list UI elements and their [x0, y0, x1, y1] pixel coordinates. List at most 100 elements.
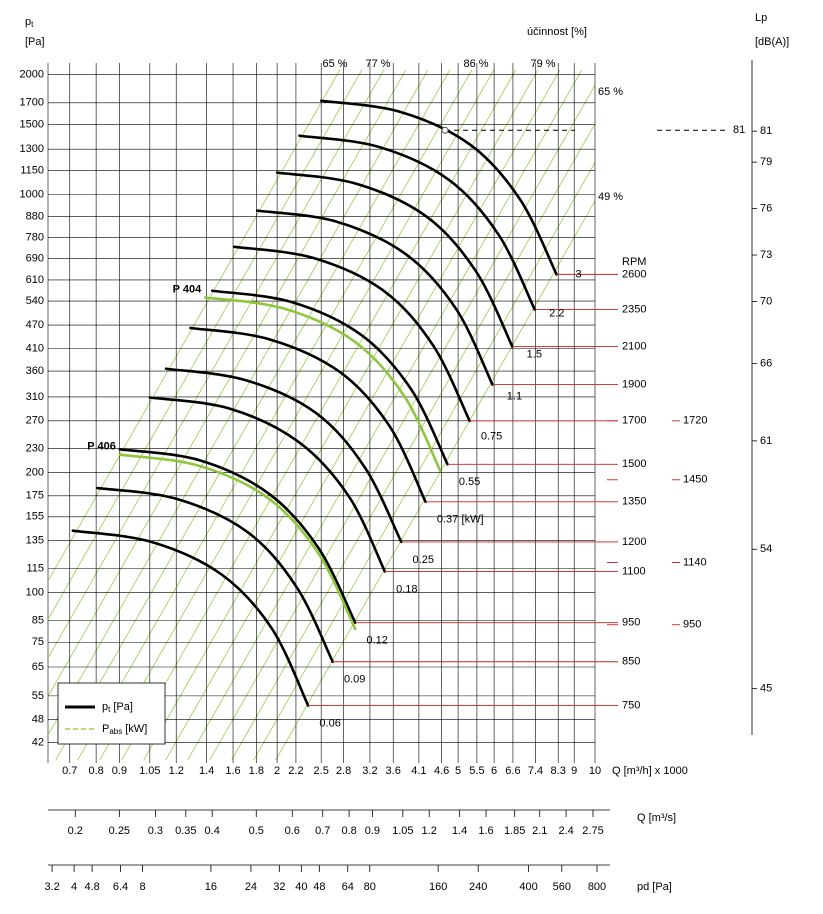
- legend-main: p: [102, 701, 108, 713]
- y-tick-label: 115: [26, 562, 44, 574]
- y-tick-label: 410: [26, 343, 44, 355]
- efficiency-label: 86 %: [463, 58, 488, 70]
- lp-title: Lp: [755, 12, 767, 24]
- rpm2-label: 1450: [683, 474, 707, 486]
- x-tick-label: 3.2: [362, 765, 377, 777]
- x2-tick-label: 0.2: [68, 825, 83, 837]
- x-tick-label: 5.5: [469, 765, 484, 777]
- x2-tick-label: 0.25: [109, 825, 130, 837]
- y-tick-label: 270: [26, 415, 44, 427]
- x-tick-label: 2.2: [288, 765, 303, 777]
- x2-tick-label: 0.4: [205, 825, 220, 837]
- x3-axis-label: pd [Pa]: [637, 881, 672, 893]
- fan-curve: [189, 326, 427, 504]
- fan-curve: [232, 245, 471, 423]
- lp-tick-label: 73: [760, 249, 772, 261]
- y-tick-label: 1500: [20, 118, 44, 130]
- x-tick-label: 2.5: [314, 765, 329, 777]
- x2-tick-label: 0.6: [285, 825, 300, 837]
- efficiency-line: [48, 70, 345, 760]
- x2-tick-label: 1.2: [422, 825, 437, 837]
- power-label: 0.25: [413, 554, 434, 566]
- power-label: 0.18: [396, 583, 417, 595]
- efficiency-label: 49 %: [598, 191, 623, 203]
- fan-curve: [96, 486, 334, 664]
- y-label-sub: t: [31, 20, 34, 29]
- y-tick-label: 540: [26, 295, 44, 307]
- rpm-label: 1350: [622, 496, 646, 508]
- x2-tick-label: 1.85: [504, 825, 525, 837]
- lp-tick-label: 79: [760, 156, 772, 168]
- lp-tick-label: 76: [760, 202, 772, 214]
- x-tick-label: 3.6: [386, 765, 401, 777]
- efficiency-line: [361, 70, 595, 760]
- x3-tick-label: 40: [295, 881, 307, 893]
- efficiency-line: [185, 70, 587, 760]
- y-tick-label: 65: [32, 661, 44, 673]
- lp-tick-label: 70: [760, 295, 772, 307]
- power-label: 2.2: [549, 307, 564, 319]
- y-axis-unit: [Pa]: [25, 36, 45, 48]
- fan-curve: [256, 209, 494, 386]
- fan-curve: [203, 296, 442, 473]
- efficiency-label: 77 %: [365, 58, 390, 70]
- y-tick-label: 1150: [20, 164, 44, 176]
- x-tick-label: 1.4: [199, 765, 214, 777]
- legend-unit: [kW]: [125, 723, 147, 735]
- efficiency-line: [383, 70, 595, 760]
- rpm-label: 1100: [622, 565, 646, 577]
- fan-curve: [164, 367, 403, 544]
- legend-sub: t: [108, 705, 111, 714]
- legend-label: Pabs [kW]: [102, 723, 147, 736]
- rpm-label: 1500: [622, 458, 646, 470]
- efficiency-line: [48, 70, 125, 760]
- x2-tick-label: 1.05: [392, 825, 413, 837]
- lp-tick-label: 45: [760, 683, 772, 695]
- efficiency-label: 65 %: [322, 58, 347, 70]
- legend-sub: abs: [109, 727, 122, 736]
- y-tick-label: 1700: [20, 97, 44, 109]
- power-label: 0.09: [344, 674, 365, 686]
- lp-tick-label: 66: [760, 357, 772, 369]
- efficiency-line: [537, 70, 595, 760]
- fan-curve: [298, 134, 537, 311]
- legend-main: P: [102, 723, 109, 735]
- x3-tick-label: 32: [273, 881, 285, 893]
- x-tick-label: 7.4: [528, 765, 543, 777]
- rpm2-label: 1720: [683, 415, 707, 427]
- y-tick-label: 610: [26, 274, 44, 286]
- y-tick-label: 155: [26, 511, 44, 523]
- x-tick-label: 1.2: [169, 765, 184, 777]
- x3-tick-label: 400: [519, 881, 537, 893]
- power-label: 1.1: [507, 390, 522, 402]
- x3-tick-label: 560: [553, 881, 571, 893]
- y-tick-label: 75: [32, 636, 44, 648]
- y-tick-label: 48: [32, 713, 44, 725]
- y-tick-label: 55: [32, 690, 44, 702]
- power-label: 3: [575, 268, 581, 280]
- rpm-label: 750: [622, 699, 640, 711]
- x-tick-label: 10: [589, 765, 601, 777]
- x3-tick-label: 4: [71, 881, 77, 893]
- efficiency-line: [229, 70, 595, 760]
- lp-tick-label: 61: [760, 435, 772, 447]
- x2-tick-label: 0.3: [148, 825, 163, 837]
- y-tick-label: 200: [26, 467, 44, 479]
- operating-point: [441, 126, 449, 134]
- legend-box: [57, 682, 166, 745]
- lp-unit: [dB(A)]: [755, 36, 789, 48]
- x-tick-label: 0.9: [112, 765, 127, 777]
- power-label: 0.75: [481, 431, 502, 443]
- efficiency-line: [48, 70, 367, 760]
- y-tick-label: 310: [26, 391, 44, 403]
- efficiency-title: účinnost [%]: [527, 26, 587, 38]
- x3-tick-label: 160: [429, 881, 447, 893]
- x-tick-label: 1.8: [249, 765, 264, 777]
- x-axis-label: Q [m³/h] x 1000: [612, 765, 688, 777]
- lp-tick-label: 81: [760, 125, 772, 137]
- x2-tick-label: 0.7: [315, 825, 330, 837]
- x-tick-label: 8.3: [551, 765, 566, 777]
- x3-tick-label: 80: [364, 881, 376, 893]
- y-tick-label: 470: [26, 319, 44, 331]
